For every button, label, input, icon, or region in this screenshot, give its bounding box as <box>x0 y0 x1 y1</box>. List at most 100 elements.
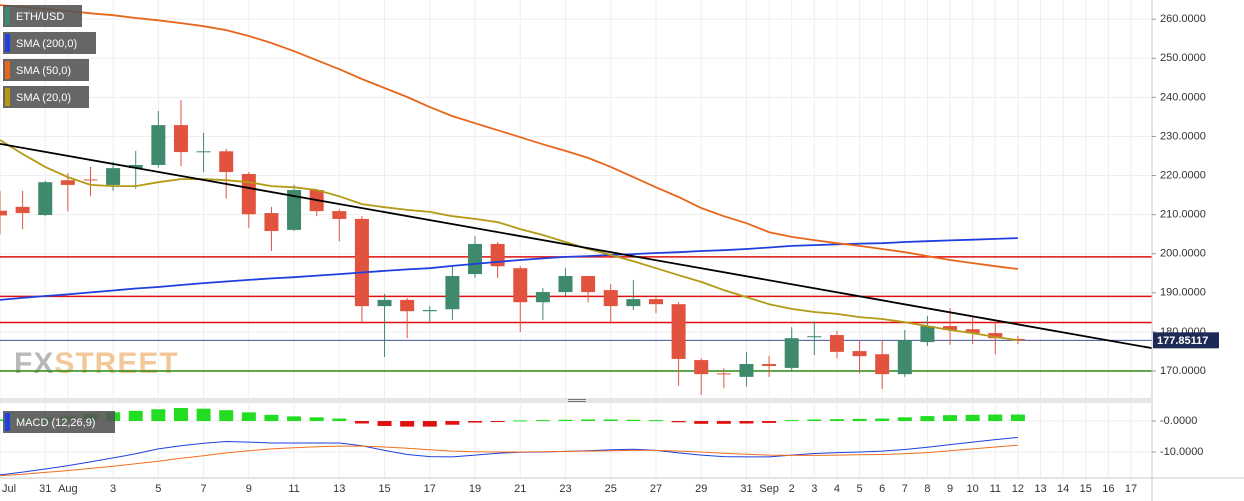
candle-body <box>739 363 754 377</box>
candle-body <box>422 310 437 312</box>
candle-body <box>83 179 98 181</box>
watermark-left: FX <box>14 347 54 380</box>
candle-body <box>354 218 369 307</box>
histogram-bar <box>558 419 573 422</box>
histogram-bar <box>445 421 460 425</box>
histogram-bar <box>219 410 234 422</box>
candle-body <box>468 243 483 275</box>
x-tick-label: 19 <box>469 483 481 495</box>
histogram-bar <box>490 421 505 423</box>
candle-body <box>377 299 392 307</box>
candle-body <box>807 336 822 338</box>
histogram-bar <box>784 420 799 422</box>
x-tick-label: 14 <box>1057 483 1069 495</box>
candle-body <box>264 213 279 232</box>
x-tick-label: 9 <box>947 483 953 495</box>
y-tick-label: 230.0000 <box>1160 130 1206 142</box>
y-tick-label: 200.0000 <box>1160 248 1206 260</box>
y-tick-label: 210.0000 <box>1160 209 1206 221</box>
histogram-bar <box>332 418 347 422</box>
legend-box[interactable] <box>3 411 115 433</box>
candle-body <box>626 299 641 307</box>
candle-body <box>173 125 188 153</box>
candle-body <box>648 299 663 305</box>
macd-line <box>0 436 1018 476</box>
x-tick-label: Aug <box>58 483 78 495</box>
candle-body <box>875 354 890 375</box>
x-tick-label: 31 <box>740 483 752 495</box>
candle-body <box>671 304 686 359</box>
candle-body <box>558 276 573 293</box>
candle-body <box>513 268 528 303</box>
x-tick-label: 6 <box>879 483 885 495</box>
candle-body <box>920 326 935 343</box>
histogram-bar <box>287 416 302 422</box>
histogram-bar <box>829 419 844 422</box>
histogram-bar <box>422 421 437 427</box>
candle-body <box>784 338 799 368</box>
candle-body <box>0 210 7 216</box>
legend-box[interactable] <box>3 86 89 108</box>
histogram-bar <box>128 410 143 422</box>
legend-swatch <box>5 88 10 106</box>
y-tick-label: 250.0000 <box>1160 52 1206 64</box>
y-tick-label: -0.0000 <box>1160 415 1197 427</box>
x-tick-label: 3 <box>110 483 116 495</box>
legend-swatch <box>5 61 10 79</box>
histogram-bar <box>241 412 256 422</box>
y-tick-label: 170.0000 <box>1160 365 1206 377</box>
legend-box[interactable] <box>3 59 89 81</box>
candle-body <box>694 360 709 375</box>
x-tick-label: 13 <box>1034 483 1046 495</box>
sma-line <box>0 139 1019 341</box>
macd-line <box>0 444 1018 477</box>
legend-label: SMA (20,0) <box>16 92 71 104</box>
watermark-right: STREET <box>54 347 178 380</box>
candle-body <box>965 329 980 334</box>
x-tick-label: 15 <box>1080 483 1092 495</box>
x-tick-label: Sep <box>759 483 779 495</box>
y-tick-label: 260.0000 <box>1160 13 1206 25</box>
candle-body <box>852 351 867 357</box>
legend-box[interactable] <box>3 5 82 27</box>
candle-body <box>581 276 596 293</box>
y-tick-label: 220.0000 <box>1160 169 1206 181</box>
x-tick-label: 5 <box>856 483 862 495</box>
histogram-bar <box>196 408 211 422</box>
histogram-bar <box>920 416 935 422</box>
x-tick-label: 11 <box>990 483 1001 495</box>
candle-body <box>943 326 958 330</box>
histogram-bar <box>151 409 166 422</box>
x-tick-label: 9 <box>246 483 252 495</box>
watermark: FXSTREET <box>14 347 179 380</box>
x-tick-label: 25 <box>605 483 617 495</box>
histogram-bar <box>943 415 958 422</box>
candle-body <box>897 340 912 375</box>
candle-body <box>219 151 234 173</box>
y-tick-label: 190.0000 <box>1160 287 1206 299</box>
candle-body <box>196 151 211 153</box>
histogram-bar <box>988 414 1003 422</box>
candle-body <box>490 243 505 267</box>
histogram-bar <box>762 421 777 423</box>
histogram-bar <box>648 420 663 422</box>
legend-box[interactable] <box>3 32 96 54</box>
histogram-bar <box>694 421 709 424</box>
current-price-label: 177.85117 <box>1157 335 1208 347</box>
candle-body <box>241 173 256 215</box>
histogram-bar <box>965 414 980 422</box>
legend-swatch <box>5 413 10 431</box>
candle-body <box>287 190 302 230</box>
x-tick-label: 23 <box>559 483 571 495</box>
candle-body <box>535 292 550 303</box>
x-tick-label: 21 <box>514 483 526 495</box>
legend-label: SMA (200,0) <box>16 38 77 50</box>
x-tick-label: 11 <box>288 483 299 495</box>
marks <box>0 4 1153 477</box>
legend: ETH/USD SMA (200,0) SMA (50,0) SMA (20,0… <box>3 5 115 433</box>
histogram-bar <box>626 419 641 422</box>
x-tick-label: 16 <box>1102 483 1114 495</box>
x-tick-label: 8 <box>924 483 930 495</box>
histogram-bar <box>400 421 415 427</box>
